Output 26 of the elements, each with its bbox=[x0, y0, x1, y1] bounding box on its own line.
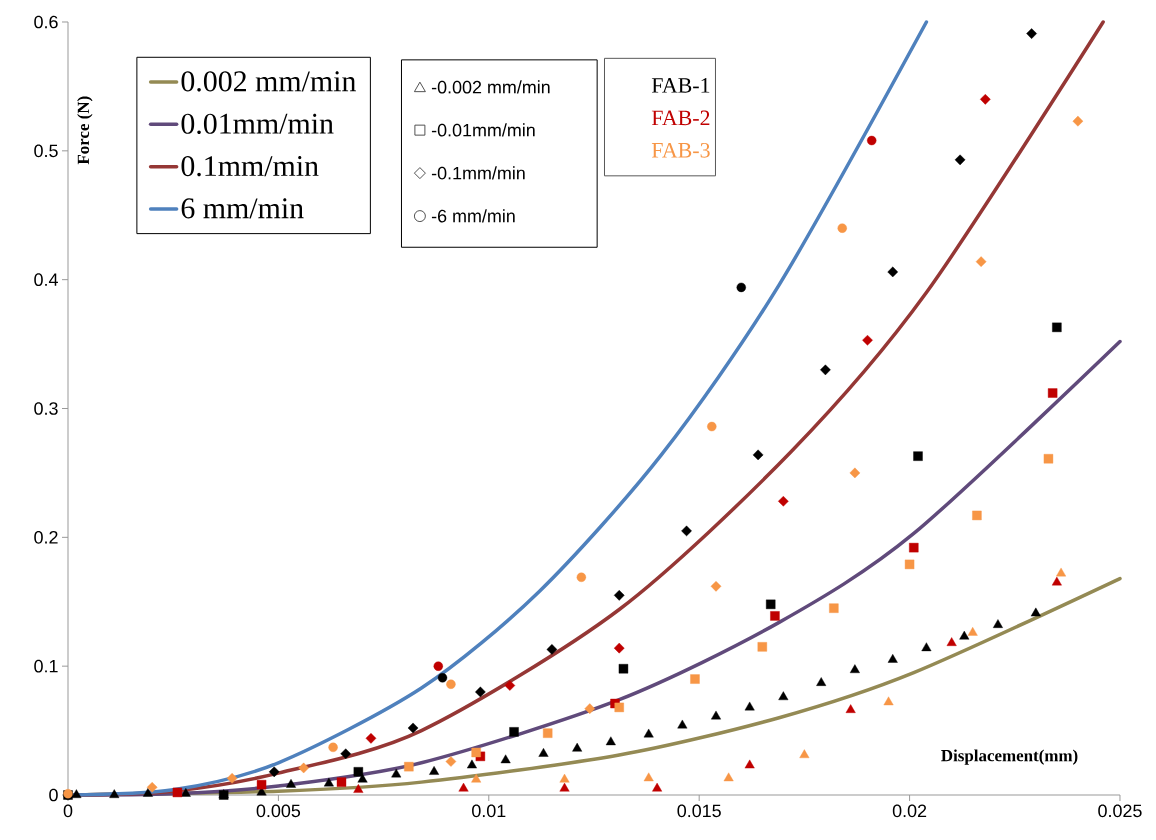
x-axis-title: Displacement(mm) bbox=[941, 749, 1078, 765]
y-tick-label: 0.3 bbox=[34, 402, 58, 415]
y-axis-title: Force (N) bbox=[77, 96, 93, 165]
legend-label: 6 mm/min bbox=[181, 198, 304, 219]
legend-label: 0.002 mm/min bbox=[181, 71, 356, 92]
y-tick-label: 0.1 bbox=[34, 659, 58, 673]
x-tick-label: 0.02 bbox=[892, 804, 927, 818]
legend-label: 0.01mm/min bbox=[181, 113, 334, 134]
x-tick-label: 0.015 bbox=[677, 804, 721, 818]
x-tick-label: 0.01 bbox=[472, 804, 506, 818]
y-tick-label: 0.5 bbox=[34, 144, 58, 158]
x-tick-label: 0.005 bbox=[256, 804, 301, 818]
x-tick-label: 0 bbox=[63, 804, 73, 818]
annotation: FAB-2 bbox=[651, 110, 710, 126]
x-tick-label: 0.025 bbox=[1098, 804, 1142, 818]
annotation: -0.002 mm/min bbox=[431, 80, 550, 94]
y-tick-label: 0.2 bbox=[34, 530, 58, 544]
y-tick-label: 0 bbox=[49, 788, 58, 802]
annotation: -0.01mm/min bbox=[431, 123, 535, 137]
annotation: FAB-1 bbox=[651, 78, 710, 93]
annotation: FAB-3 bbox=[651, 142, 710, 158]
annotation: -0.1mm/min bbox=[431, 166, 525, 180]
y-tick-label: 0.6 bbox=[34, 15, 58, 29]
y-tick-label: 0.4 bbox=[34, 273, 58, 287]
legend-label: 0.1mm/min bbox=[181, 155, 319, 177]
annotation: -6 mm/min bbox=[431, 209, 515, 223]
